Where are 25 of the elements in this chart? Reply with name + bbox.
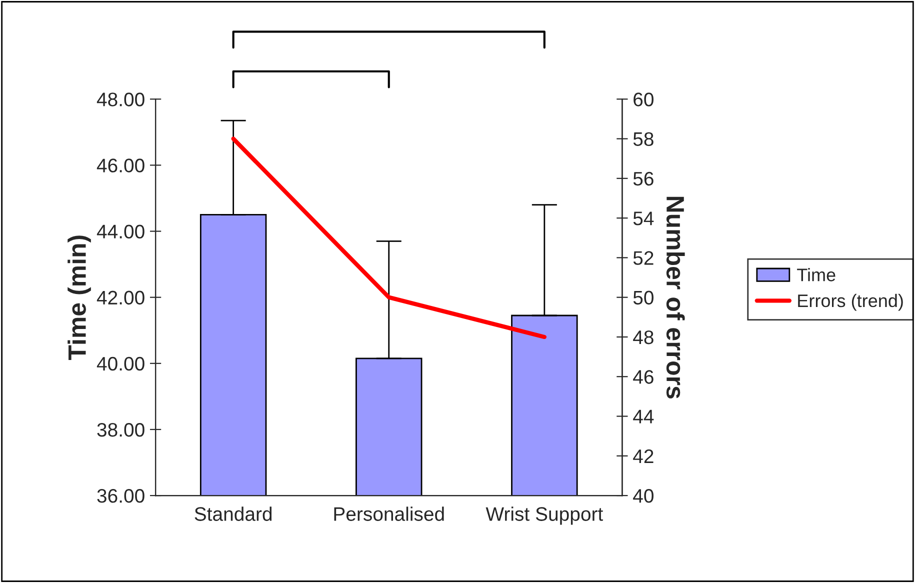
y-tick-label: 46.00 bbox=[96, 158, 144, 172]
legend-label: Time bbox=[797, 268, 836, 282]
y2-tick-label: 42 bbox=[633, 449, 654, 463]
y2-tick-label: 40 bbox=[633, 489, 654, 503]
y2-tick-label: 56 bbox=[633, 172, 654, 186]
y-tick-label: 40.00 bbox=[96, 356, 144, 371]
y2-tick-label: 46 bbox=[633, 370, 654, 384]
x-tick-label: Personalised bbox=[334, 506, 444, 521]
y2-tick-label: 54 bbox=[633, 212, 654, 226]
y-tick-label: 36.00 bbox=[97, 489, 144, 503]
y2-tick-label: 50 bbox=[633, 290, 654, 305]
y2-axis-title: Number of errors bbox=[666, 196, 685, 398]
y-tick-label: 44.00 bbox=[96, 224, 144, 238]
y2-tick-label: 60 bbox=[634, 92, 654, 106]
y-tick-label: 48.00 bbox=[96, 92, 144, 106]
y2-tick-label: 52 bbox=[633, 251, 654, 265]
x-tick-label: Standard bbox=[194, 506, 272, 521]
y-axis-title: Time (min) bbox=[68, 236, 91, 360]
x-tick-label: Wrist Support bbox=[486, 506, 604, 525]
y-tick-label: 38.00 bbox=[97, 422, 144, 437]
y2-tick-label: 44 bbox=[633, 410, 654, 424]
y2-tick-label: 58 bbox=[633, 132, 654, 146]
legend-label: Errors (trend) bbox=[798, 294, 903, 311]
y-tick-label: 42.00 bbox=[96, 290, 144, 305]
y2-tick-label: 48 bbox=[633, 330, 654, 344]
